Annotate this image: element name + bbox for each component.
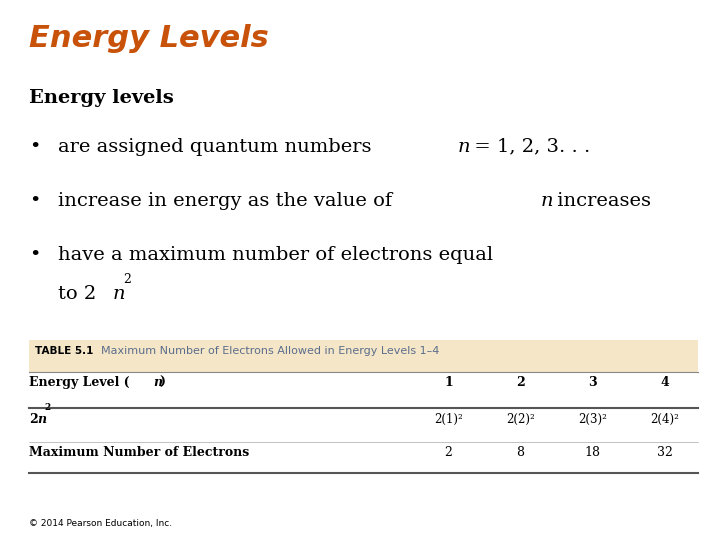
Text: 2(1)²: 2(1)²	[434, 413, 463, 426]
Text: 1: 1	[444, 376, 453, 389]
Text: 2: 2	[516, 376, 525, 389]
Text: = 1, 2, 3. . .: = 1, 2, 3. . .	[468, 138, 590, 156]
Text: Energy levels: Energy levels	[29, 89, 174, 107]
FancyBboxPatch shape	[29, 340, 698, 372]
Text: increase in energy as the value of: increase in energy as the value of	[58, 192, 398, 210]
Text: © 2014 Pearson Education, Inc.: © 2014 Pearson Education, Inc.	[29, 519, 172, 528]
Text: n: n	[153, 376, 162, 389]
Text: n: n	[541, 192, 553, 210]
Text: 2(4)²: 2(4)²	[650, 413, 679, 426]
Text: Energy Levels: Energy Levels	[29, 24, 269, 53]
Text: increases: increases	[551, 192, 651, 210]
Text: Maximum Number of Electrons: Maximum Number of Electrons	[29, 446, 249, 459]
Text: 2(2)²: 2(2)²	[506, 413, 535, 426]
Text: 2: 2	[45, 403, 50, 412]
Text: 2: 2	[445, 446, 452, 459]
Text: •: •	[29, 246, 40, 264]
Text: 4: 4	[660, 376, 669, 389]
Text: are assigned quantum numbers: are assigned quantum numbers	[58, 138, 377, 156]
Text: 32: 32	[657, 446, 672, 459]
Text: 2: 2	[123, 273, 131, 286]
Text: Energy Level (: Energy Level (	[29, 376, 130, 389]
Text: Maximum Number of Electrons Allowed in Energy Levels 1–4: Maximum Number of Electrons Allowed in E…	[94, 346, 440, 356]
Text: to 2: to 2	[58, 285, 96, 303]
Text: n: n	[113, 285, 125, 303]
Text: 2(3)²: 2(3)²	[578, 413, 607, 426]
Text: n: n	[37, 413, 47, 426]
Text: 3: 3	[588, 376, 597, 389]
Text: 8: 8	[516, 446, 525, 459]
Text: 2: 2	[29, 413, 37, 426]
Text: •: •	[29, 192, 40, 210]
Text: have a maximum number of electrons equal: have a maximum number of electrons equal	[58, 246, 492, 264]
Text: 18: 18	[585, 446, 600, 459]
Text: TABLE 5.1: TABLE 5.1	[35, 346, 93, 356]
Text: n: n	[458, 138, 470, 156]
Text: ): )	[160, 376, 166, 389]
Text: •: •	[29, 138, 40, 156]
